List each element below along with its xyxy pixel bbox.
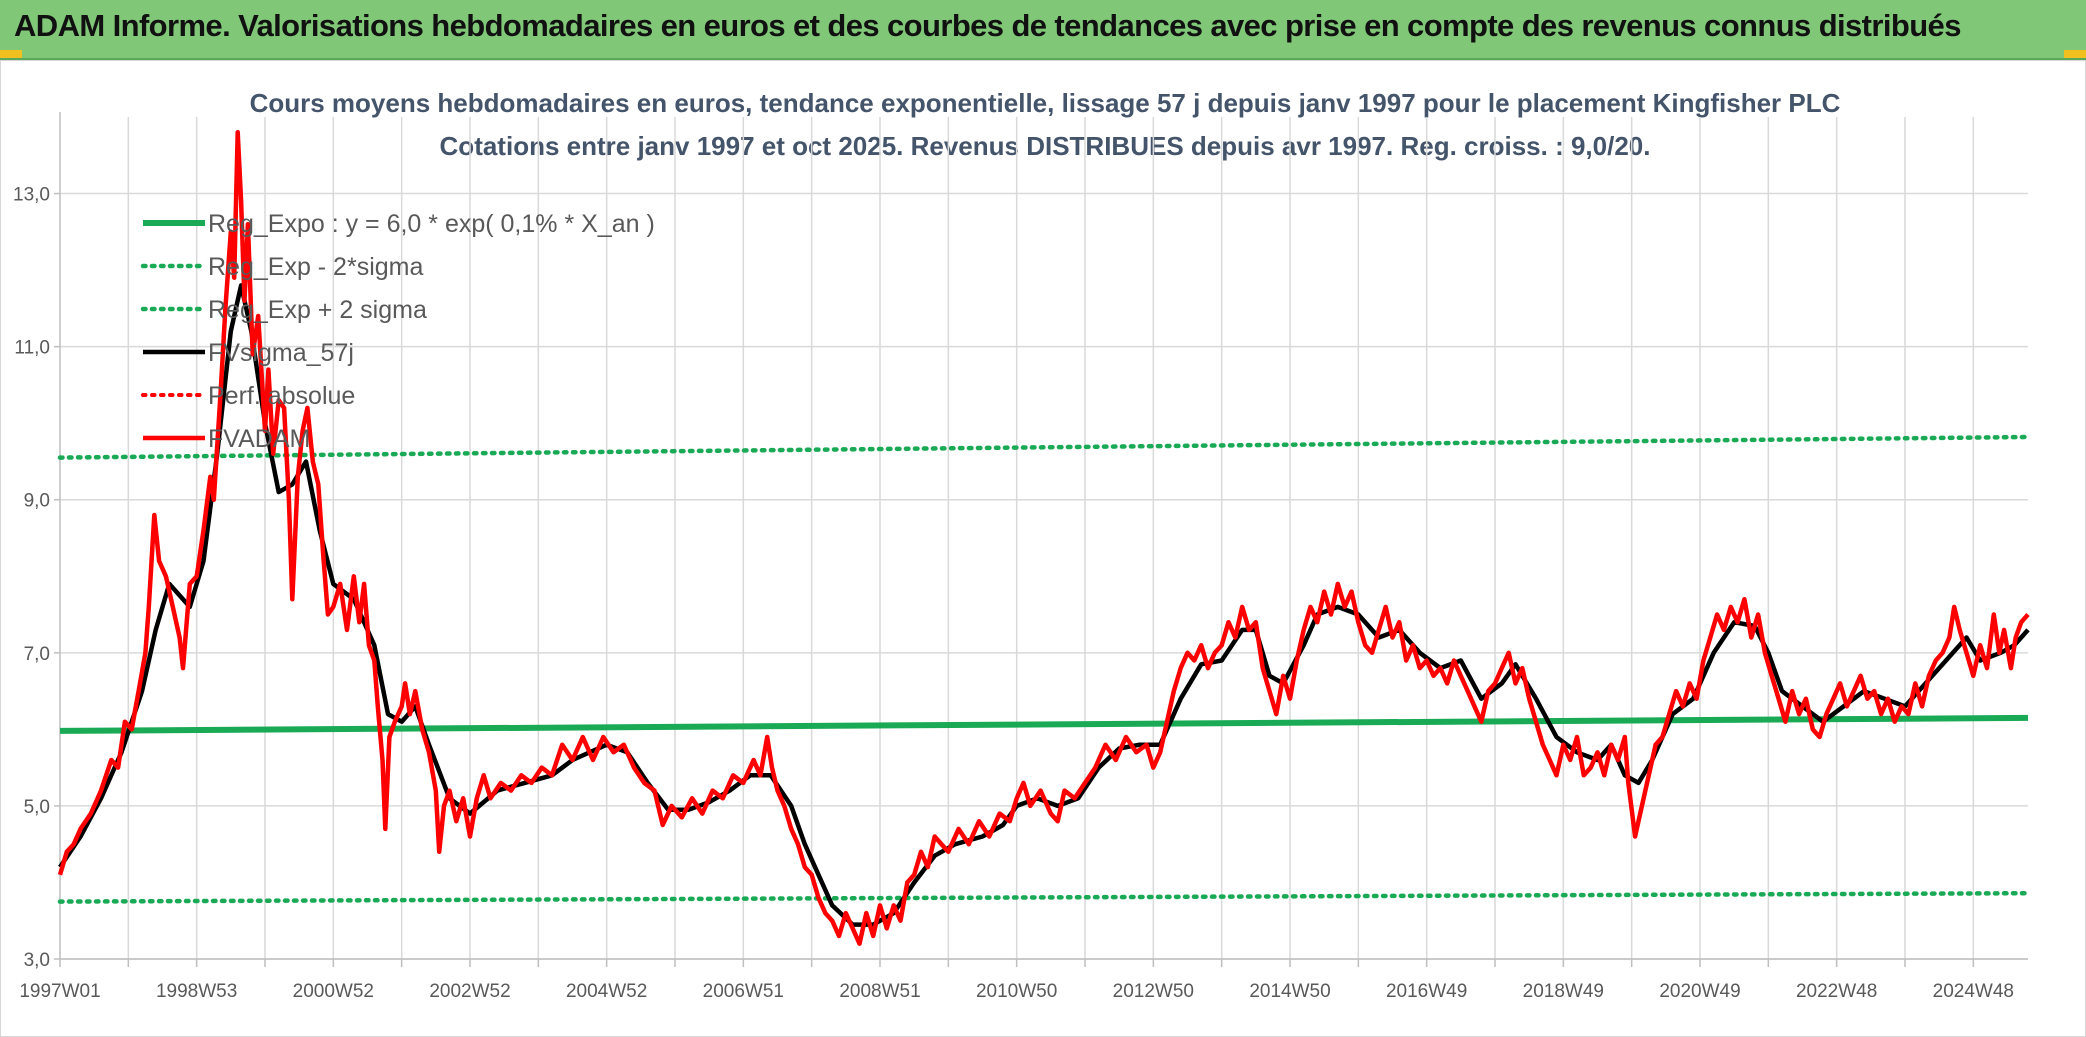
y-tick-label: 13,0 [13, 185, 50, 206]
series-line-0 [59, 714, 2029, 734]
y-tick-label: 11,0 [14, 338, 50, 359]
x-tick-label: 2006W51 [703, 981, 784, 1002]
legend-label-0: Reg_Expo : y = 6,0 * exp( 0,1% * X_an ) [208, 210, 655, 238]
x-tick-label: 2000W52 [293, 981, 374, 1002]
chart-subtitle: Cotations entre janv 1997 et oct 2025. R… [440, 131, 1651, 161]
x-tick-label: 2024W48 [1933, 981, 2014, 1002]
x-tick-label: 2022W48 [1796, 981, 1877, 1002]
y-tick-label: 7,0 [24, 644, 50, 665]
series-line-5 [57, 130, 2030, 946]
legend: Reg_Expo : y = 6,0 * exp( 0,1% * X_an ) R… [140, 210, 655, 453]
series-line-2 [57, 434, 2031, 460]
y-tick-label: 3,0 [24, 950, 50, 971]
series-line-1 [57, 890, 2031, 904]
chart-title: Cours moyens hebdomadaires en euros, ten… [250, 88, 1841, 118]
legend-label-4: Perf. absolue [208, 382, 355, 410]
axes: 3,0 5,0 7,0 9,0 11,0 13,0 1997W01 1998W53 2000W5… [13, 112, 2028, 1002]
legend-label-2: Reg_Exp + 2 sigma [208, 296, 427, 324]
x-tick-label: 1998W53 [156, 981, 237, 1002]
legend-label-1: Reg_Exp - 2*sigma [208, 253, 423, 281]
x-tick-label: 1997W01 [19, 981, 100, 1002]
series [57, 130, 2031, 946]
legend-label-3: FVsigma_57j [208, 339, 354, 367]
x-tick-label: 2012W50 [1113, 981, 1194, 1002]
x-tick-label: 2018W49 [1523, 981, 1604, 1002]
x-tick-label: 2002W52 [429, 981, 510, 1002]
x-tick-label: 2008W51 [839, 981, 920, 1002]
y-tick-label: 9,0 [24, 491, 50, 512]
report-banner: ADAM Informe. Valorisations hebdomadaire… [0, 0, 2086, 60]
grid [60, 117, 2028, 960]
banner-corner-left [0, 50, 22, 58]
report-title: ADAM Informe. Valorisations hebdomadaire… [14, 8, 1961, 43]
x-tick-label: 2016W49 [1386, 981, 1467, 1002]
legend-label-5: FVADAM [208, 425, 310, 453]
x-tick-label: 2014W50 [1249, 981, 1330, 1002]
x-tick-label: 2004W52 [566, 981, 647, 1002]
x-tick-label: 2010W50 [976, 981, 1057, 1002]
x-tick-label: 2020W49 [1659, 981, 1740, 1002]
banner-corner-right [2064, 50, 2086, 58]
y-tick-label: 5,0 [24, 797, 50, 818]
